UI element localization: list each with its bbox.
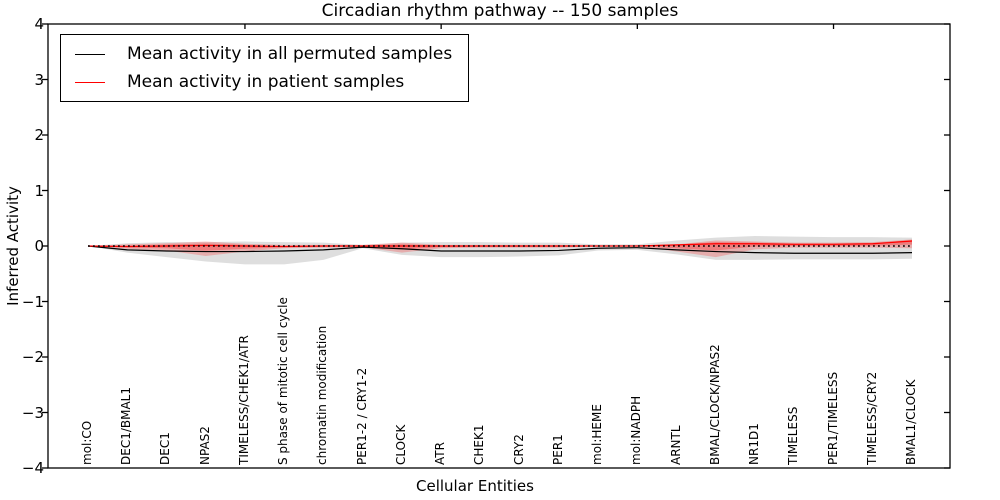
x-category-label: S phase of mitotic cell cycle (276, 297, 291, 465)
x-category-label: CHEK1 (472, 424, 487, 466)
y-tick-label: −4 (21, 459, 44, 477)
x-category-label: TIMELESS/CHEK1/ATR (236, 335, 251, 465)
legend-line-red-icon (75, 81, 105, 83)
legend-label-permuted: Mean activity in all permuted samples (127, 44, 453, 64)
y-tick-label: 2 (34, 126, 44, 144)
x-category-label: PER1-2 / CRY1-2 (354, 367, 369, 465)
x-category-label: NPAS2 (197, 426, 212, 465)
y-tick-label: 0 (34, 237, 44, 255)
x-axis-label: Cellular Entities (416, 477, 534, 495)
x-category-label: CRY2 (511, 434, 526, 465)
x-category-label: DEC1 (158, 432, 173, 465)
x-category-label: BMAL/CLOCK/NPAS2 (707, 344, 722, 465)
x-category-label: PER1 (550, 434, 565, 465)
y-tick-label: −1 (21, 292, 44, 311)
legend-item-patient: Mean activity in patient samples (75, 68, 452, 96)
permuted-mean-line (87, 245, 913, 254)
y-tick-label: 3 (34, 70, 44, 89)
permuted-samples-range (88, 236, 912, 265)
x-category-label: NR1D1 (747, 423, 762, 465)
x-category-label: mol:CO (80, 420, 94, 465)
chart-title: Circadian rhythm pathway -- 150 samples (321, 1, 679, 21)
x-category-label: PER1/TIMELESS (825, 371, 840, 465)
x-category-label: BMAL1/CLOCK (904, 379, 918, 466)
y-tick-label: 1 (34, 181, 44, 200)
legend: Mean activity in all permuted samples Me… (60, 34, 470, 102)
x-category-label: DEC1/BMAL1 (119, 387, 134, 465)
x-category-label: ATR (433, 442, 448, 465)
y-tick-label: 4 (34, 15, 44, 33)
legend-line-black-icon (75, 53, 105, 55)
x-category-label: TIMELESS/CRY2 (864, 371, 879, 465)
x-category-label: chromatin modification (315, 325, 330, 465)
y-tick-label: −2 (21, 348, 44, 366)
x-category-label: mol:HEME (590, 404, 605, 465)
x-category-label: TIMELESS (786, 406, 801, 465)
legend-item-permuted: Mean activity in all permuted samples (75, 40, 452, 68)
patient-mean-line (87, 240, 913, 248)
x-category-label: mol:NADPH (629, 395, 644, 465)
y-tick-label: −3 (21, 403, 44, 422)
legend-label-patient: Mean activity in patient samples (127, 72, 405, 92)
x-category-label: CLOCK (393, 424, 408, 465)
x-category-label: ARNTL (668, 425, 683, 465)
